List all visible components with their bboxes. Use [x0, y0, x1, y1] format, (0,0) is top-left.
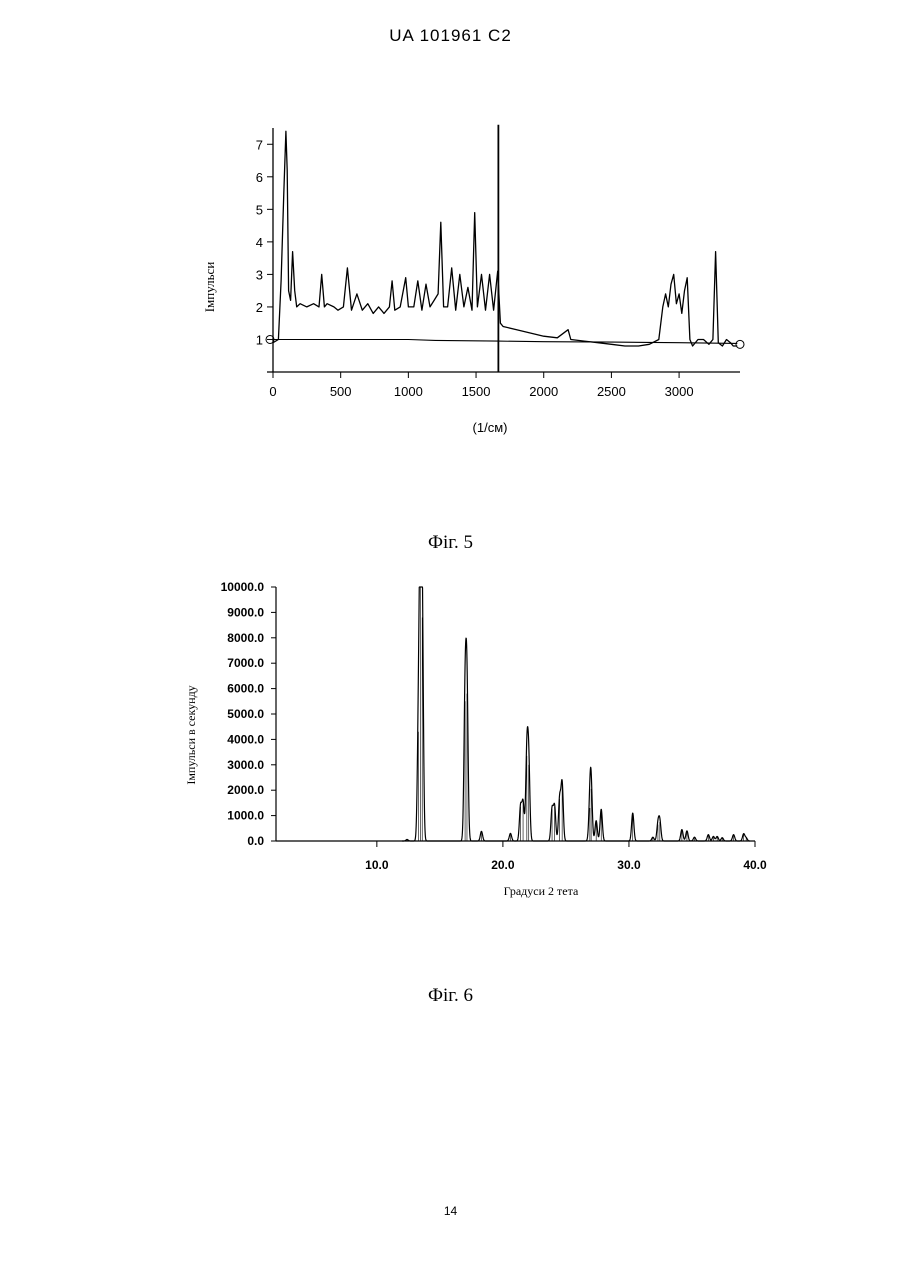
y-tick-label: 3: [256, 267, 263, 282]
figure-caption-6: Фіг. 6: [0, 985, 901, 1007]
spectrum-series-line-1: [273, 131, 737, 346]
chart-axes: [267, 128, 740, 372]
y-tick-label: 1: [256, 332, 263, 347]
x-tick-label: 2500: [597, 384, 626, 399]
y-tick-label: 6: [256, 170, 263, 185]
y-tick-label: 5: [256, 202, 263, 217]
x-tick-label: 2000: [529, 384, 558, 399]
x-tick-label: 3000: [665, 384, 694, 399]
y-tick-label: 4: [256, 235, 263, 250]
x-tick-label: 0: [269, 384, 276, 399]
x-tick-label: 1500: [462, 384, 491, 399]
series-end-marker: [736, 340, 744, 348]
chart-series-group: [266, 125, 744, 372]
y-tick-label: 7: [256, 137, 263, 152]
axis-ticks: 0 500 1000 1500 2000 2500 3000 1 2 3 4 5 6 7: [256, 137, 694, 399]
y-axis-label: Імпульси: [202, 262, 217, 313]
spectrum-series-line-2: [273, 340, 737, 344]
y-tick-label: 2: [256, 300, 263, 315]
x-tick-label: 1000: [394, 384, 423, 399]
figure-caption-5: Фіг. 5: [0, 532, 901, 554]
page-number: 14: [0, 1204, 901, 1218]
x-tick-label: 500: [330, 384, 352, 399]
x-axis-label: (1/см): [473, 420, 508, 435]
